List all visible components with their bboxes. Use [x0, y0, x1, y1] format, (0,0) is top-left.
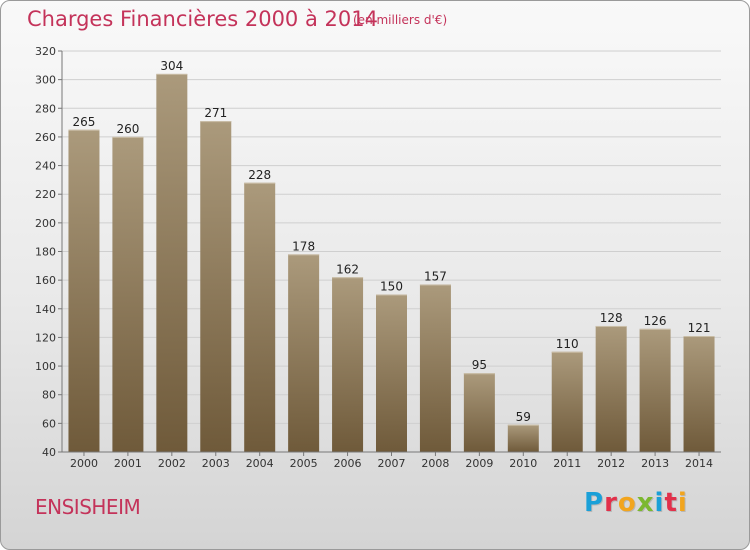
bar-2006 — [332, 277, 364, 452]
data-label-2004: 228 — [248, 168, 271, 182]
bar-2005 — [288, 254, 320, 452]
bar-2000 — [68, 129, 100, 452]
x-tick-label-2005: 2005 — [290, 457, 318, 470]
bar-2013 — [639, 328, 671, 452]
y-tick-label: 320 — [35, 45, 56, 58]
bar-2007 — [376, 294, 407, 452]
y-tick-label: 40 — [42, 446, 56, 459]
data-label-2011: 110 — [556, 337, 579, 351]
x-tick-label-2006: 2006 — [334, 457, 362, 470]
data-label-2008: 157 — [424, 269, 447, 283]
data-label-2012: 128 — [600, 311, 623, 325]
data-label-2003: 271 — [204, 106, 227, 120]
logo-letter: r — [604, 488, 618, 518]
y-tick-label: 160 — [35, 274, 56, 287]
data-label-2000: 265 — [73, 115, 96, 129]
y-tick-label: 260 — [35, 131, 56, 144]
x-tick-label-2012: 2012 — [597, 457, 625, 470]
x-tick-label-2002: 2002 — [158, 457, 186, 470]
y-tick-label: 140 — [35, 303, 56, 316]
data-label-2001: 260 — [116, 122, 139, 136]
chart-unit: (en milliers d'€) — [353, 13, 448, 27]
bar-2010 — [507, 424, 539, 452]
bar-2009 — [463, 373, 495, 452]
y-tick-label: 60 — [42, 417, 56, 430]
y-tick-label: 180 — [35, 246, 56, 259]
y-tick-label: 100 — [35, 360, 56, 373]
y-tick-label: 300 — [35, 74, 56, 87]
y-tick-label: 220 — [35, 188, 56, 201]
proxiti-logo: Proxiti — [584, 488, 688, 518]
y-tick-label: 240 — [35, 160, 56, 173]
data-label-2002: 304 — [160, 59, 183, 73]
y-tick-label: 200 — [35, 217, 56, 230]
bar-2003 — [200, 121, 232, 453]
x-tick-label-2003: 2003 — [202, 457, 230, 470]
bar-2012 — [595, 325, 627, 452]
x-tick-label-2009: 2009 — [465, 457, 493, 470]
bar-2002 — [156, 73, 188, 453]
bar-2011 — [551, 351, 583, 452]
x-tick-label-2011: 2011 — [553, 457, 581, 470]
data-label-2006: 162 — [336, 262, 359, 276]
x-tick-label-2000: 2000 — [70, 457, 98, 470]
commune-name: ENSISHEIM — [35, 495, 141, 519]
x-tick-label-2013: 2013 — [641, 457, 669, 470]
x-tick-label-2010: 2010 — [509, 457, 537, 470]
data-label-2013: 126 — [644, 314, 667, 328]
x-tick-label-2007: 2007 — [378, 457, 406, 470]
y-tick-label: 280 — [35, 102, 56, 115]
logo-letter: i — [677, 488, 688, 518]
bar-2004 — [244, 182, 276, 452]
bar-2001 — [112, 136, 144, 452]
data-label-2007: 150 — [380, 279, 403, 293]
x-tick-label-2001: 2001 — [114, 457, 142, 470]
bar-2014 — [683, 335, 715, 452]
data-label-2010: 59 — [516, 410, 531, 424]
y-tick-label: 80 — [42, 389, 56, 402]
logo-letter: P — [584, 488, 605, 518]
data-label-2005: 178 — [292, 239, 315, 253]
chart-title: Charges Financières 2000 à 2014 — [27, 7, 378, 31]
data-label-2009: 95 — [472, 358, 487, 372]
logo-letter: x — [636, 488, 655, 518]
data-label-2014: 121 — [688, 321, 711, 335]
y-tick-label: 120 — [35, 331, 56, 344]
x-tick-label-2014: 2014 — [685, 457, 713, 470]
bar-2008 — [419, 284, 451, 452]
x-tick-label-2004: 2004 — [246, 457, 274, 470]
logo-letter: i — [654, 488, 665, 518]
x-tick-label-2008: 2008 — [421, 457, 449, 470]
logo-letter: t — [664, 488, 678, 518]
logo-letter: o — [617, 488, 637, 518]
